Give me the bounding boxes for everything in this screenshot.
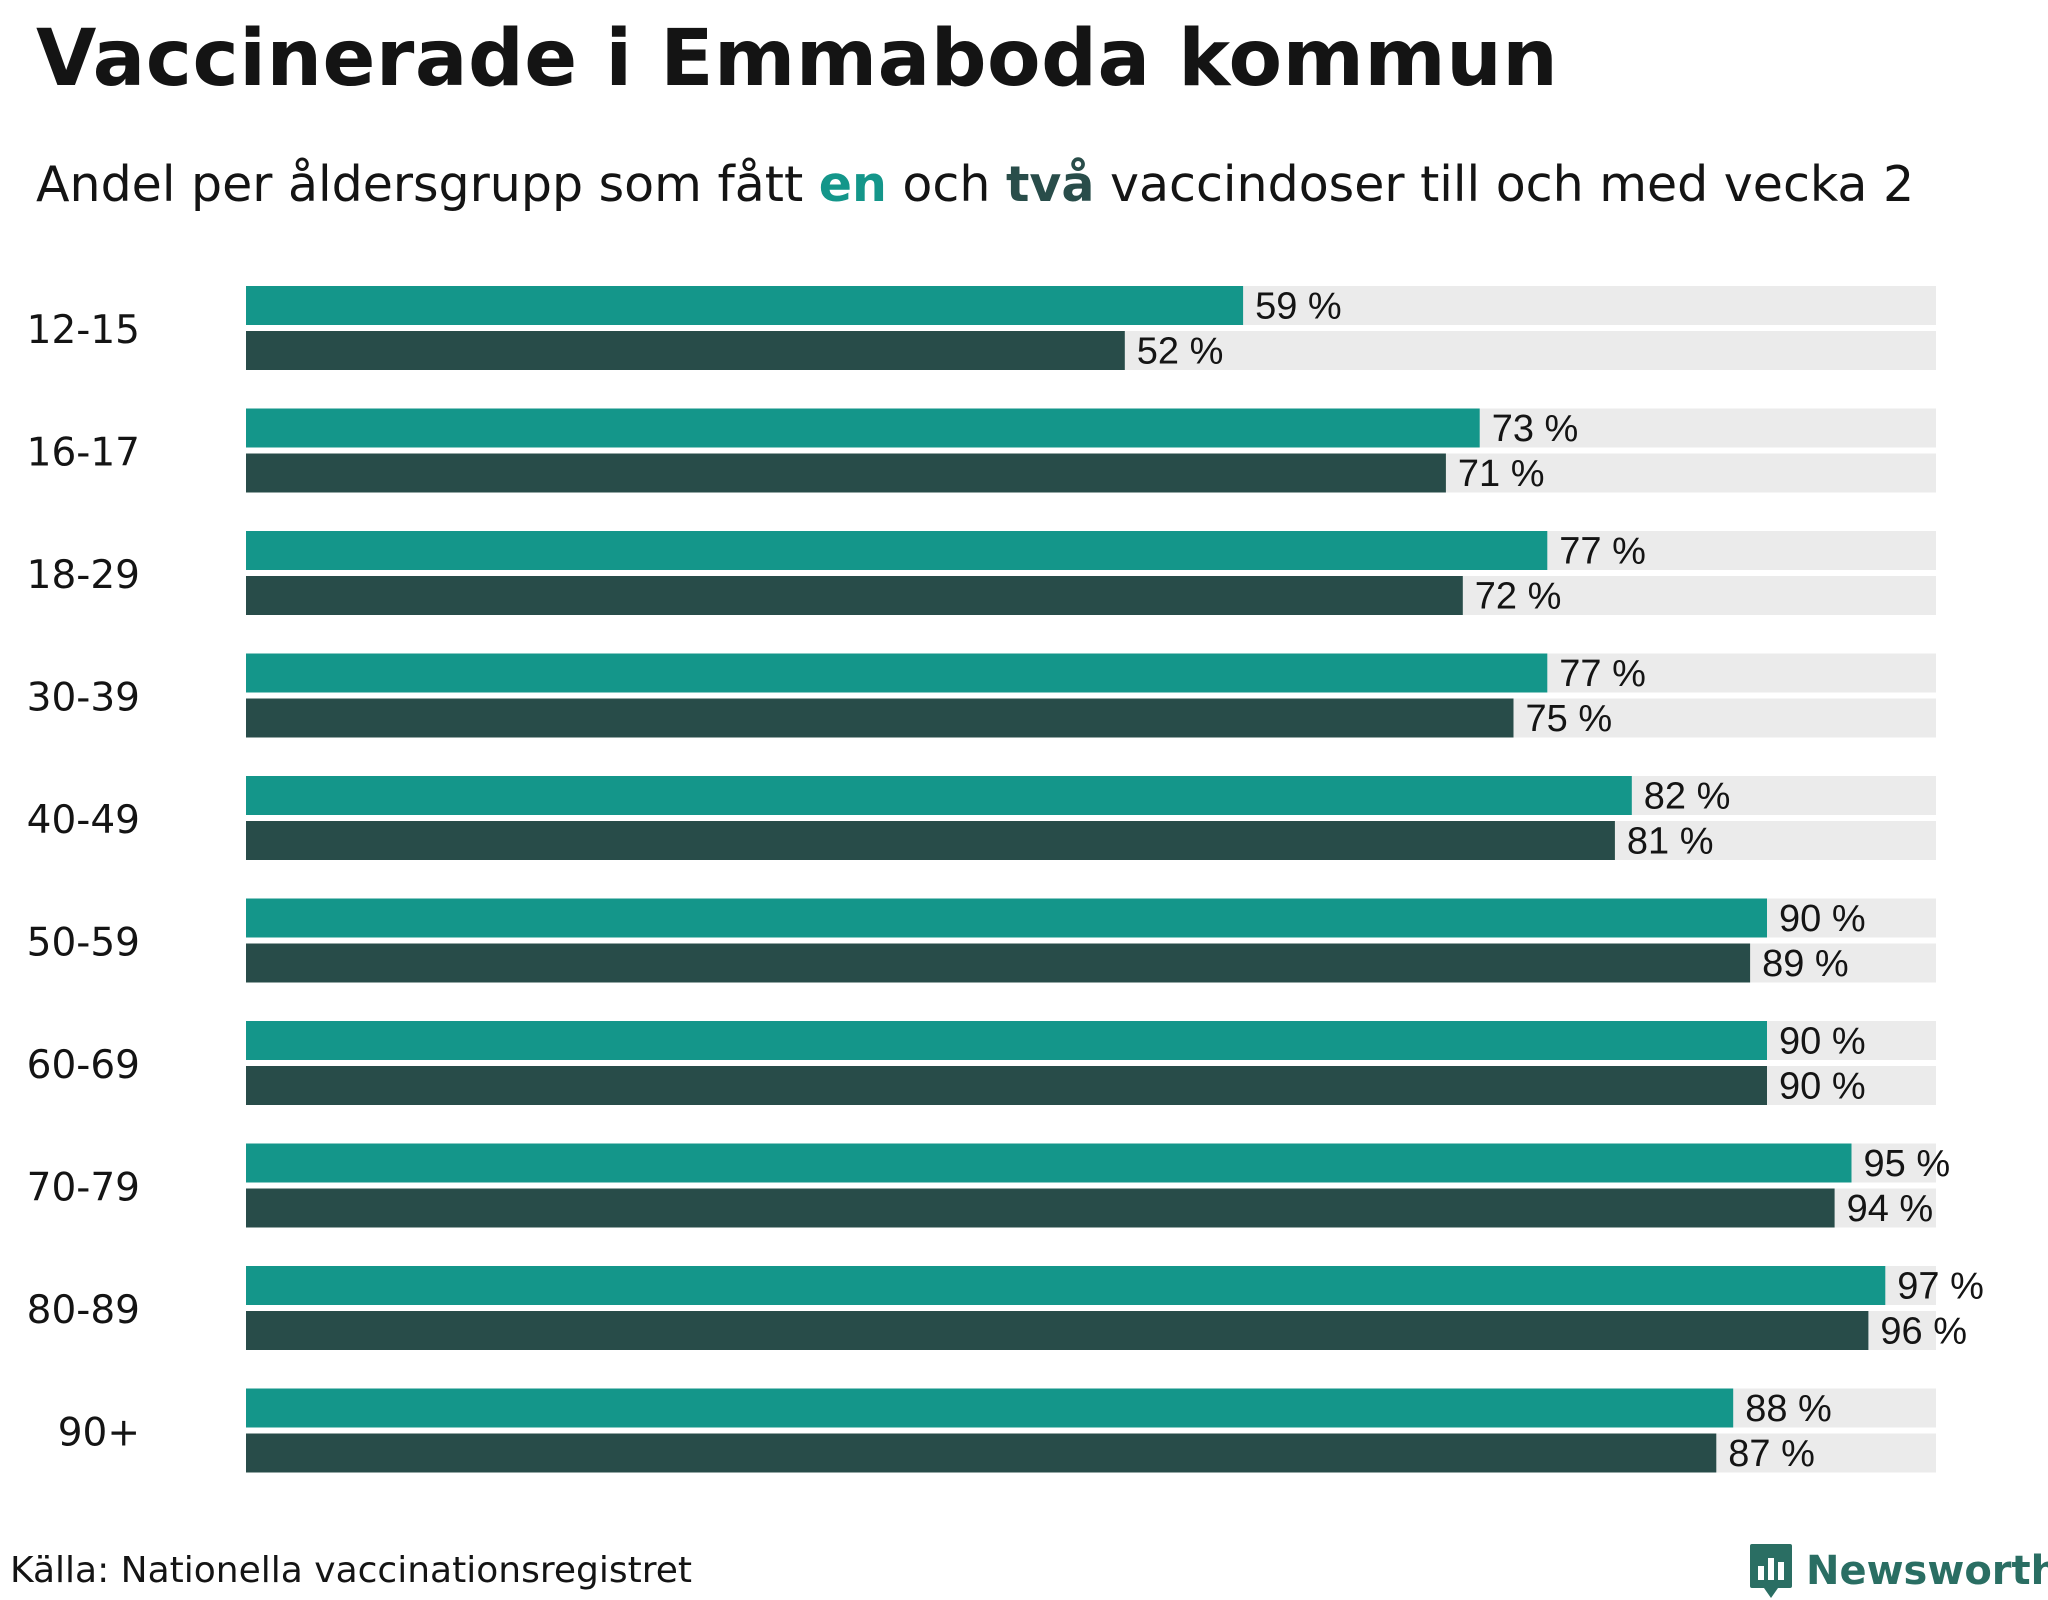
value-label-dose-one: 82 %	[1644, 776, 1731, 818]
bar-dose-two	[246, 1066, 1767, 1105]
value-label-dose-two: 72 %	[1475, 576, 1562, 618]
brand-name: Newsworthy	[1806, 1548, 2048, 1594]
category-label: 70-79	[27, 1166, 140, 1211]
value-label-dose-two: 87 %	[1728, 1433, 1815, 1475]
category-label: 30-39	[27, 676, 140, 721]
bar-dose-two	[246, 943, 1751, 983]
bar-dose-one	[246, 1388, 1734, 1428]
bar-dose-two	[246, 331, 1125, 370]
value-label-dose-two: 75 %	[1526, 698, 1613, 740]
subtitle-highlight-one-dose: en	[818, 156, 887, 213]
value-label-dose-one: 59 %	[1255, 286, 1342, 328]
bar-dose-one	[246, 1143, 1852, 1183]
category-label: 90+	[58, 1411, 140, 1456]
subtitle-highlight-two-doses: två	[1006, 156, 1095, 213]
bar-dose-one	[246, 776, 1632, 815]
subtitle-text-after: vaccindoser till och med vecka 2	[1094, 156, 1915, 213]
chart-subtitle: Andel per åldersgrupp som fått en och tv…	[36, 156, 1914, 213]
category-label: 80-89	[27, 1288, 140, 1333]
value-label-dose-two: 96 %	[1880, 1311, 1967, 1353]
newsworthy-logo-icon	[1750, 1544, 1792, 1598]
subtitle-text-middle: och	[886, 156, 1006, 213]
category-label: 40-49	[27, 798, 140, 843]
chart-title: Vaccinerade i Emmaboda kommun	[36, 14, 1559, 104]
bar-dose-one	[246, 286, 1244, 325]
bar-dose-one	[246, 1266, 1886, 1305]
bar-dose-one	[246, 1021, 1767, 1060]
value-label-dose-one: 90 %	[1779, 1021, 1866, 1063]
bar-dose-two	[246, 698, 1514, 738]
value-label-dose-two: 71 %	[1458, 453, 1545, 495]
bar-dose-two	[246, 1433, 1717, 1473]
bar-dose-two	[246, 1311, 1869, 1350]
category-label: 50-59	[27, 921, 140, 966]
value-label-dose-one: 90 %	[1779, 898, 1866, 940]
bar-dose-one	[246, 898, 1767, 938]
value-label-dose-two: 90 %	[1779, 1066, 1866, 1108]
category-label: 12-15	[27, 308, 140, 353]
bar-dose-one	[246, 653, 1548, 693]
category-label: 18-29	[27, 553, 140, 598]
bar-dose-one	[246, 531, 1548, 570]
value-label-dose-one: 97 %	[1897, 1266, 1984, 1308]
category-label: 16-17	[27, 431, 140, 476]
source-note: Källa: Nationella vaccinationsregistret	[10, 1550, 692, 1591]
value-label-dose-one: 95 %	[1864, 1143, 1951, 1185]
value-label-dose-one: 73 %	[1492, 408, 1579, 450]
value-label-dose-one: 77 %	[1559, 653, 1646, 695]
bar-dose-one	[246, 408, 1480, 448]
value-label-dose-two: 81 %	[1627, 821, 1714, 863]
bar-dose-two	[246, 821, 1615, 860]
value-label-dose-two: 89 %	[1762, 943, 1849, 985]
value-label-dose-two: 94 %	[1847, 1188, 1934, 1230]
brand-logo: Newsworthy	[1748, 1542, 2048, 1600]
value-label-dose-one: 77 %	[1559, 531, 1646, 573]
bar-dose-two	[246, 576, 1463, 615]
category-label: 60-69	[27, 1043, 140, 1088]
bar-dose-two	[246, 453, 1446, 493]
bar-dose-two	[246, 1188, 1835, 1228]
subtitle-text-before: Andel per åldersgrupp som fått	[36, 156, 819, 213]
value-label-dose-two: 52 %	[1137, 331, 1224, 373]
value-label-dose-one: 88 %	[1745, 1388, 1832, 1430]
